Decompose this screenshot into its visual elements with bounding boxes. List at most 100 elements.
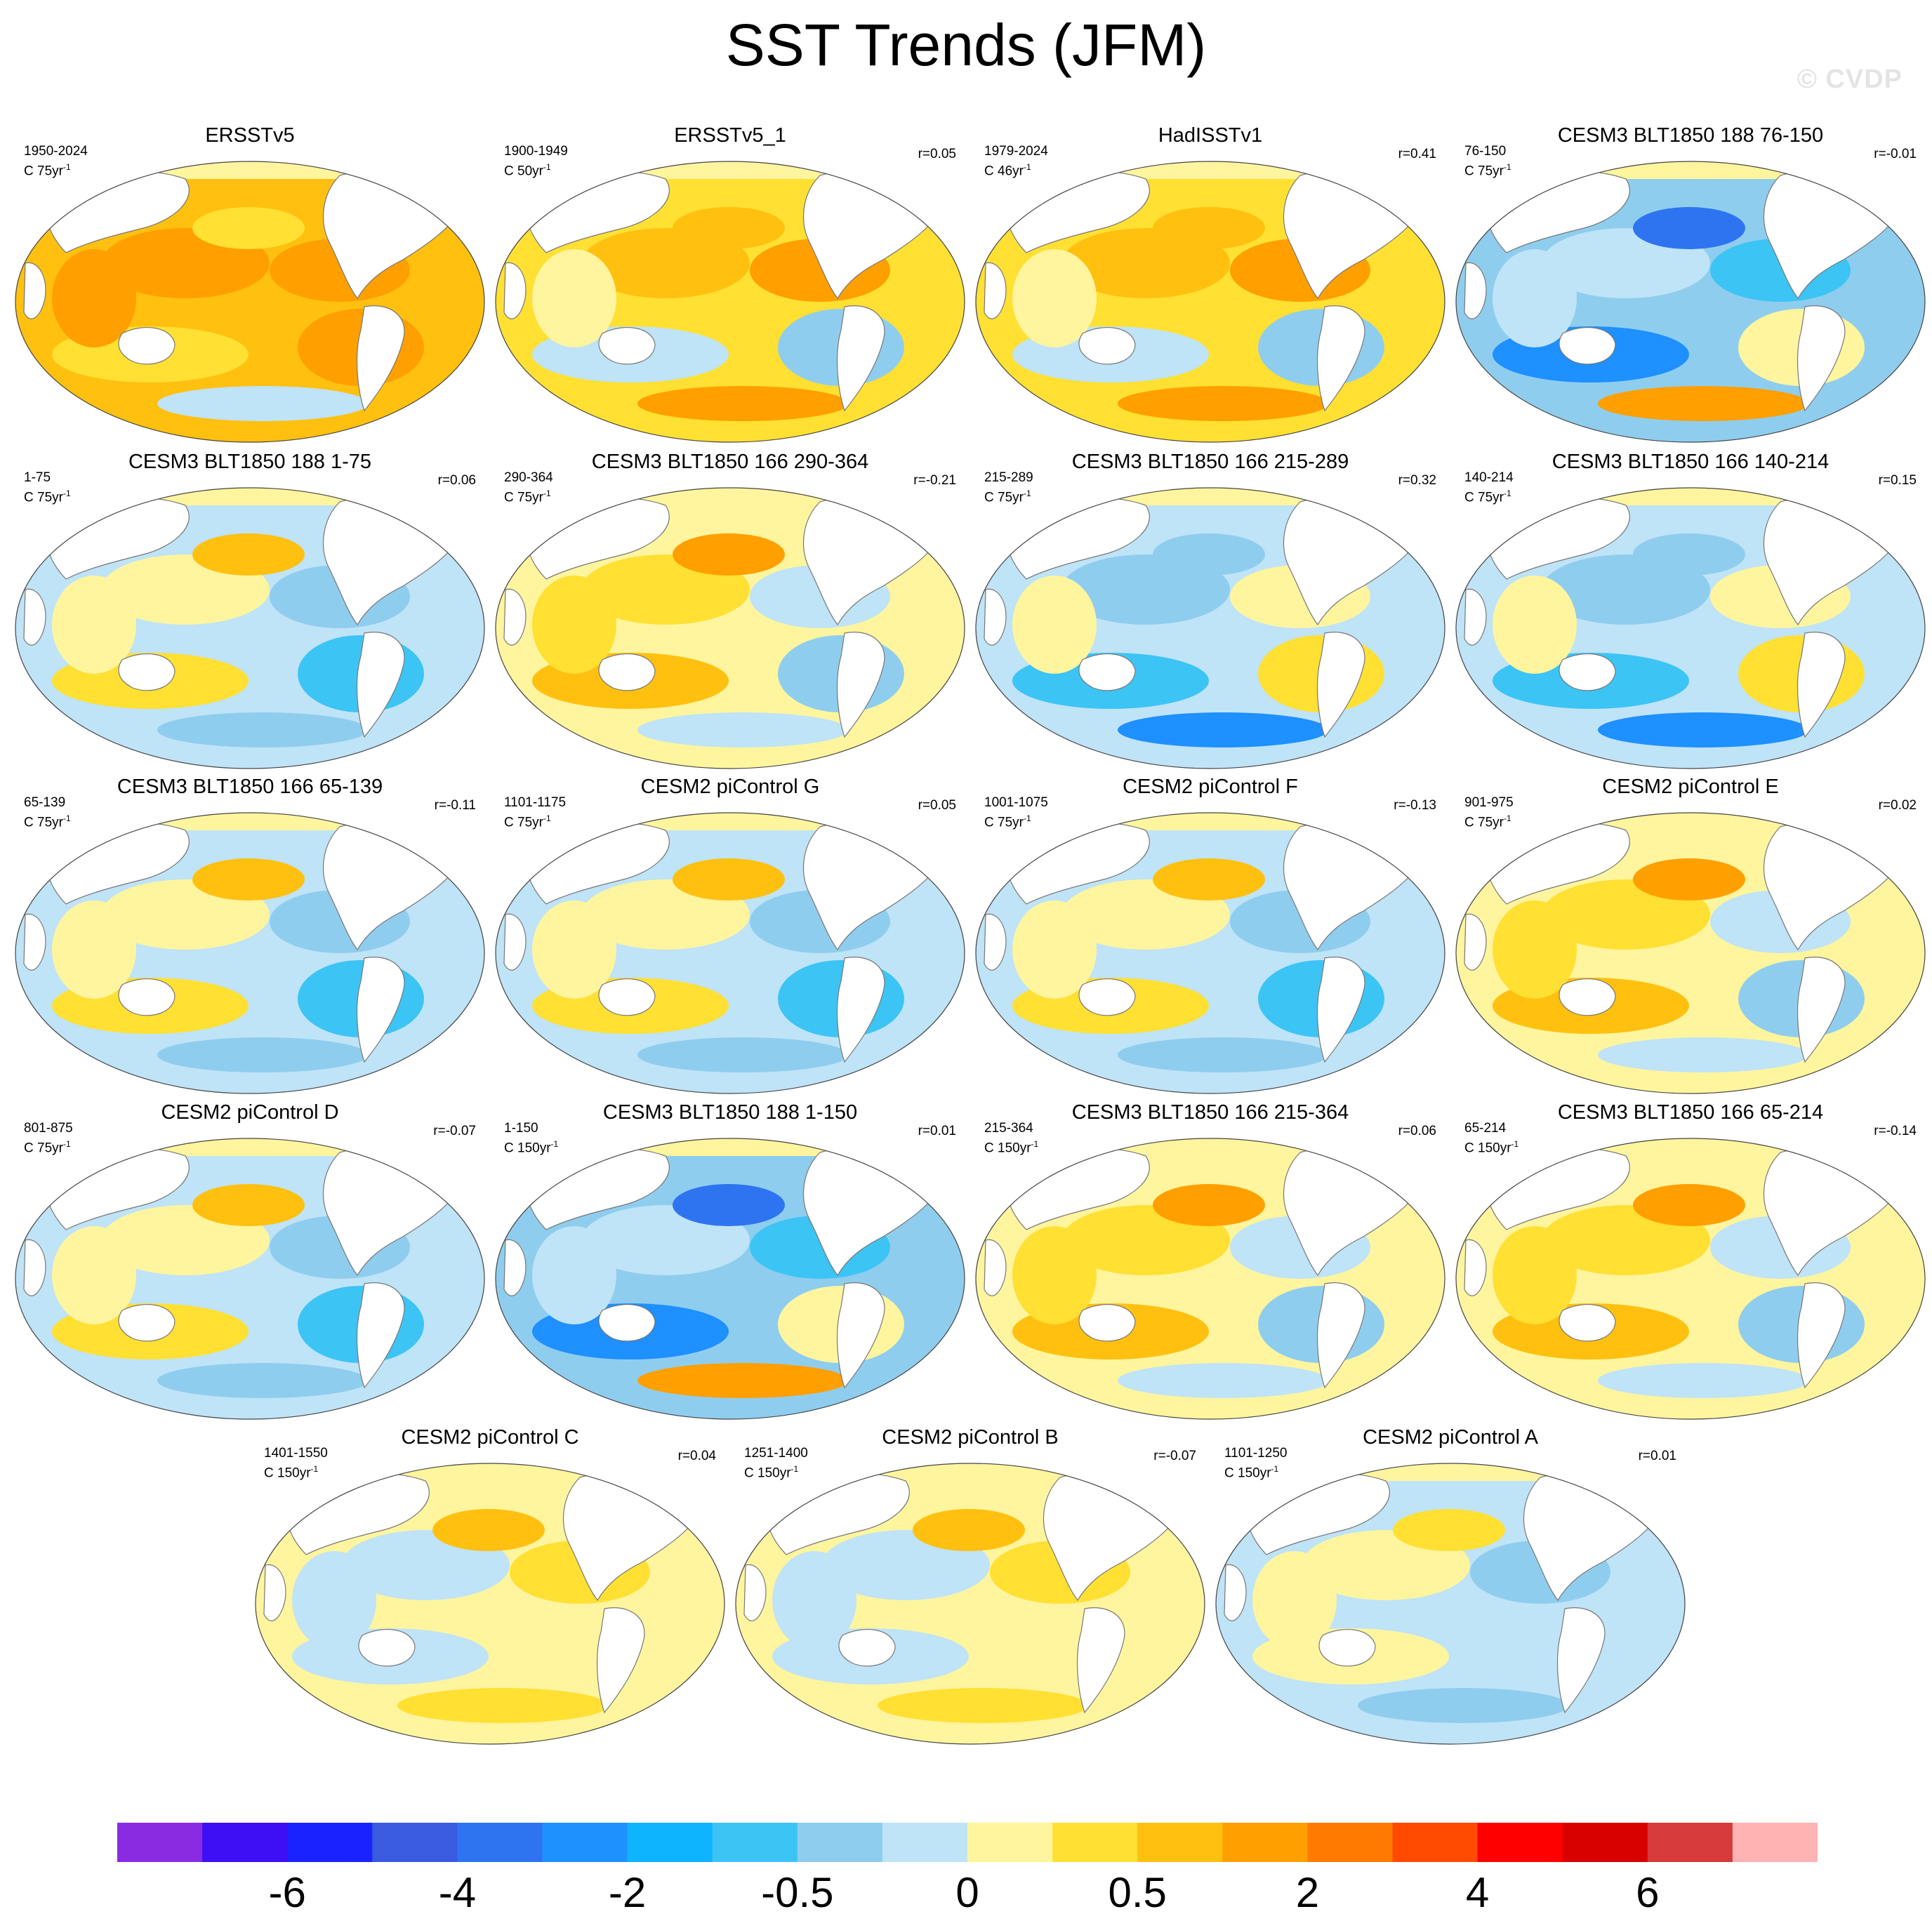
units-exponent: -1 xyxy=(1023,813,1031,823)
land-mask xyxy=(836,957,885,1063)
sst-trend-map xyxy=(735,1463,1205,1745)
land-mask xyxy=(402,169,443,187)
sst-trend-map xyxy=(1455,1138,1926,1420)
panel-units: C 75yr-1 xyxy=(24,1136,71,1156)
colorbar-tick-label: -2 xyxy=(608,1869,647,1916)
sst-trend-map xyxy=(975,161,1445,443)
land-mask xyxy=(453,1176,477,1218)
units-exponent: -1 xyxy=(1023,488,1031,498)
colorbar-tick-label: -0.5 xyxy=(761,1869,834,1916)
land-mask xyxy=(933,526,957,568)
trend-anomaly-region xyxy=(292,1551,376,1649)
land-mask xyxy=(1559,978,1616,1016)
land-mask xyxy=(1224,1564,1247,1621)
panel-units: C 75yr-1 xyxy=(984,811,1031,830)
land-mask xyxy=(503,913,527,971)
land-mask xyxy=(1413,1176,1437,1218)
land-mask xyxy=(503,262,527,319)
panel-title: CESM3 BLT1850 166 215-289 xyxy=(1071,451,1349,473)
panel-units: C 150yr-1 xyxy=(1464,1136,1519,1156)
panel-correlation: r=0.41 xyxy=(1398,147,1436,161)
trend-anomaly-region xyxy=(1633,1184,1745,1226)
trend-anomaly-region xyxy=(532,576,616,674)
land-mask xyxy=(1893,1176,1917,1218)
colorbar-tick-label: 0 xyxy=(955,1869,979,1916)
units-exponent: -1 xyxy=(1023,162,1031,172)
trend-anomaly-region xyxy=(52,900,136,999)
land-mask xyxy=(118,327,176,365)
panel-title: CESM3 BLT1850 166 65-214 xyxy=(1557,1101,1824,1124)
land-mask xyxy=(1078,1304,1136,1342)
map-panel: CESM3 BLT1850 188 1-75 1-75 C 75yr-1 r=0.06 xyxy=(10,449,490,769)
panel-correlation: r=0.06 xyxy=(1398,1124,1436,1138)
panel-correlation: r=0.01 xyxy=(918,1124,956,1138)
panel-period: 140-214 xyxy=(1464,470,1514,485)
land-mask xyxy=(1464,1239,1487,1296)
trend-anomaly-region xyxy=(1493,900,1577,999)
colorbar-swatch xyxy=(1732,1823,1818,1862)
panel-title: CESM3 BLT1850 188 1-150 xyxy=(602,1101,858,1124)
panel-title: CESM3 BLT1850 166 290-364 xyxy=(591,451,869,473)
trend-anomaly-region xyxy=(637,1037,848,1072)
colorbar-swatch xyxy=(457,1823,543,1862)
panel-title: CESM3 BLT1850 188 1-75 xyxy=(128,451,372,473)
land-mask xyxy=(836,632,885,738)
trend-anomaly-region xyxy=(1118,1037,1328,1072)
colorbar-tick-label: 0.5 xyxy=(1108,1869,1167,1916)
units-exponent: -1 xyxy=(1503,488,1511,498)
colorbar-swatch xyxy=(1562,1823,1648,1862)
land-mask xyxy=(1464,262,1487,319)
land-mask xyxy=(882,169,923,187)
map-outline xyxy=(1455,812,1926,1094)
panel-title: CESM3 BLT1850 166 140-214 xyxy=(1551,451,1830,473)
trend-anomaly-region xyxy=(1012,249,1097,347)
cvdp-watermark: © CVDP xyxy=(1797,65,1903,94)
units-exponent: -1 xyxy=(543,488,551,498)
trend-anomaly-region xyxy=(1493,576,1577,674)
units-exponent: -1 xyxy=(543,813,551,823)
colorbar-swatch xyxy=(1222,1823,1308,1862)
trend-anomaly-region xyxy=(52,1226,136,1324)
colorbar-tick-label: 4 xyxy=(1465,1869,1490,1916)
trend-anomaly-region xyxy=(1153,858,1265,900)
trend-anomaly-region xyxy=(157,1363,368,1398)
panel-period: 1401-1550 xyxy=(264,1446,328,1461)
land-mask xyxy=(598,978,656,1016)
trend-anomaly-region xyxy=(673,533,785,576)
trend-anomaly-region xyxy=(1598,1363,1808,1398)
land-mask xyxy=(1316,1282,1365,1389)
land-mask xyxy=(836,1282,885,1389)
land-mask xyxy=(1413,851,1437,893)
sst-trend-map xyxy=(15,161,485,443)
map-outline xyxy=(495,161,965,443)
land-mask xyxy=(598,327,656,365)
units-exponent: -1 xyxy=(1031,1139,1039,1149)
map-outline xyxy=(735,1463,1205,1745)
trend-anomaly-region xyxy=(1493,249,1577,347)
sst-trend-map xyxy=(975,812,1445,1094)
land-mask xyxy=(453,526,477,568)
map-panel: CESM2 piControl E 901-975 C 75yr-1 r=0.02 xyxy=(1450,774,1931,1094)
panel-period: 1950-2024 xyxy=(24,144,88,159)
trend-anomaly-region xyxy=(1633,533,1745,576)
land-mask xyxy=(1556,1607,1606,1714)
map-outline xyxy=(15,1138,485,1420)
units-base: C 75yr xyxy=(504,815,543,830)
map-outline xyxy=(1215,1463,1686,1745)
panel-title: CESM3 BLT1850 166 65-139 xyxy=(117,776,383,798)
units-base: C 150yr xyxy=(504,1141,551,1156)
land-mask xyxy=(118,653,176,691)
colorbar-tick-label: -4 xyxy=(438,1869,477,1916)
panel-units: C 75yr-1 xyxy=(24,486,71,505)
map-panel: CESM2 piControl G 1101-1175 C 75yr-1 r=0.05 xyxy=(490,774,970,1094)
panel-title: CESM2 piControl D xyxy=(161,1101,339,1124)
map-panel: CESM3 BLT1850 166 65-214 65-214 C 150yr-1 r… xyxy=(1450,1100,1931,1420)
land-mask xyxy=(1559,327,1616,365)
trend-anomaly-region xyxy=(1633,858,1745,900)
land-mask xyxy=(1363,169,1403,187)
map-outline xyxy=(1455,487,1926,769)
panel-units: C 50yr-1 xyxy=(504,159,551,179)
colorbar-swatch xyxy=(797,1823,883,1862)
colorbar-tick-label: 2 xyxy=(1295,1869,1320,1916)
figure-title: SST Trends (JFM) xyxy=(725,12,1207,78)
